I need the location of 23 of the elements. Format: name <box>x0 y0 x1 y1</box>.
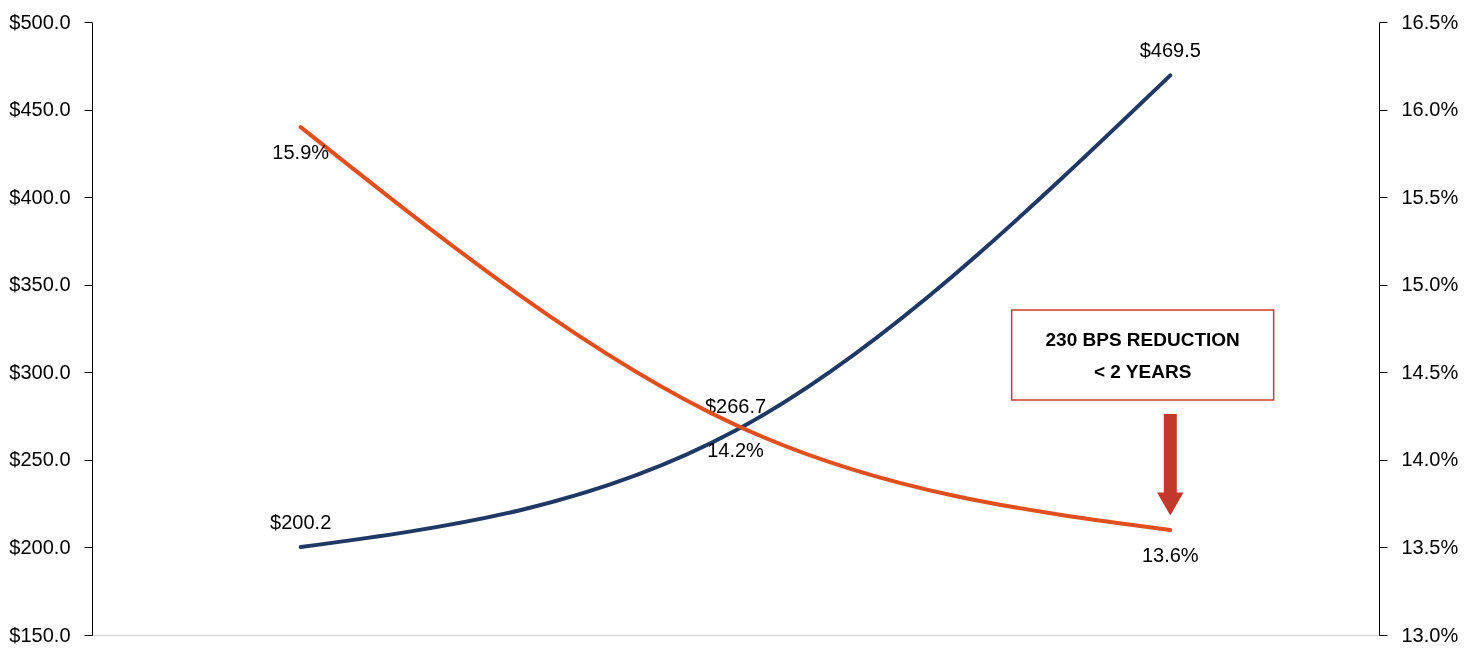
y2-tick-label: 16.5% <box>1401 10 1459 33</box>
annotation: 230 BPS REDUCTION <box>1045 329 1240 350</box>
y-tick-label: $350.0 <box>9 273 71 296</box>
y2-tick-label: 13.5% <box>1401 535 1459 558</box>
y-tick-label: $200.0 <box>9 535 71 558</box>
y2-tick-label: 13.0% <box>1401 623 1459 646</box>
annotation: < 2 YEARS <box>1093 361 1192 382</box>
y2-tick-label: 14.0% <box>1401 448 1459 471</box>
y2-tick-label: 15.5% <box>1401 185 1459 208</box>
data-label: $469.5 <box>1139 39 1201 62</box>
y-tick-label: $450.0 <box>9 98 71 121</box>
y2-tick-label: 14.5% <box>1401 360 1459 383</box>
y-tick-label: $150.0 <box>9 623 71 646</box>
y2-tick-label: 16.0% <box>1401 98 1459 121</box>
y-tick-label: $500.0 <box>9 10 71 33</box>
y-tick-label: $300.0 <box>9 360 71 383</box>
y2-tick-label: 15.0% <box>1401 273 1459 296</box>
y-tick-label: $250.0 <box>9 448 71 471</box>
data-label: $200.2 <box>270 511 332 534</box>
data-label: 14.2% <box>707 438 765 461</box>
data-label: 15.9% <box>272 141 330 164</box>
data-label: 13.6% <box>1141 543 1199 566</box>
y-tick-label: $400.0 <box>9 185 71 208</box>
